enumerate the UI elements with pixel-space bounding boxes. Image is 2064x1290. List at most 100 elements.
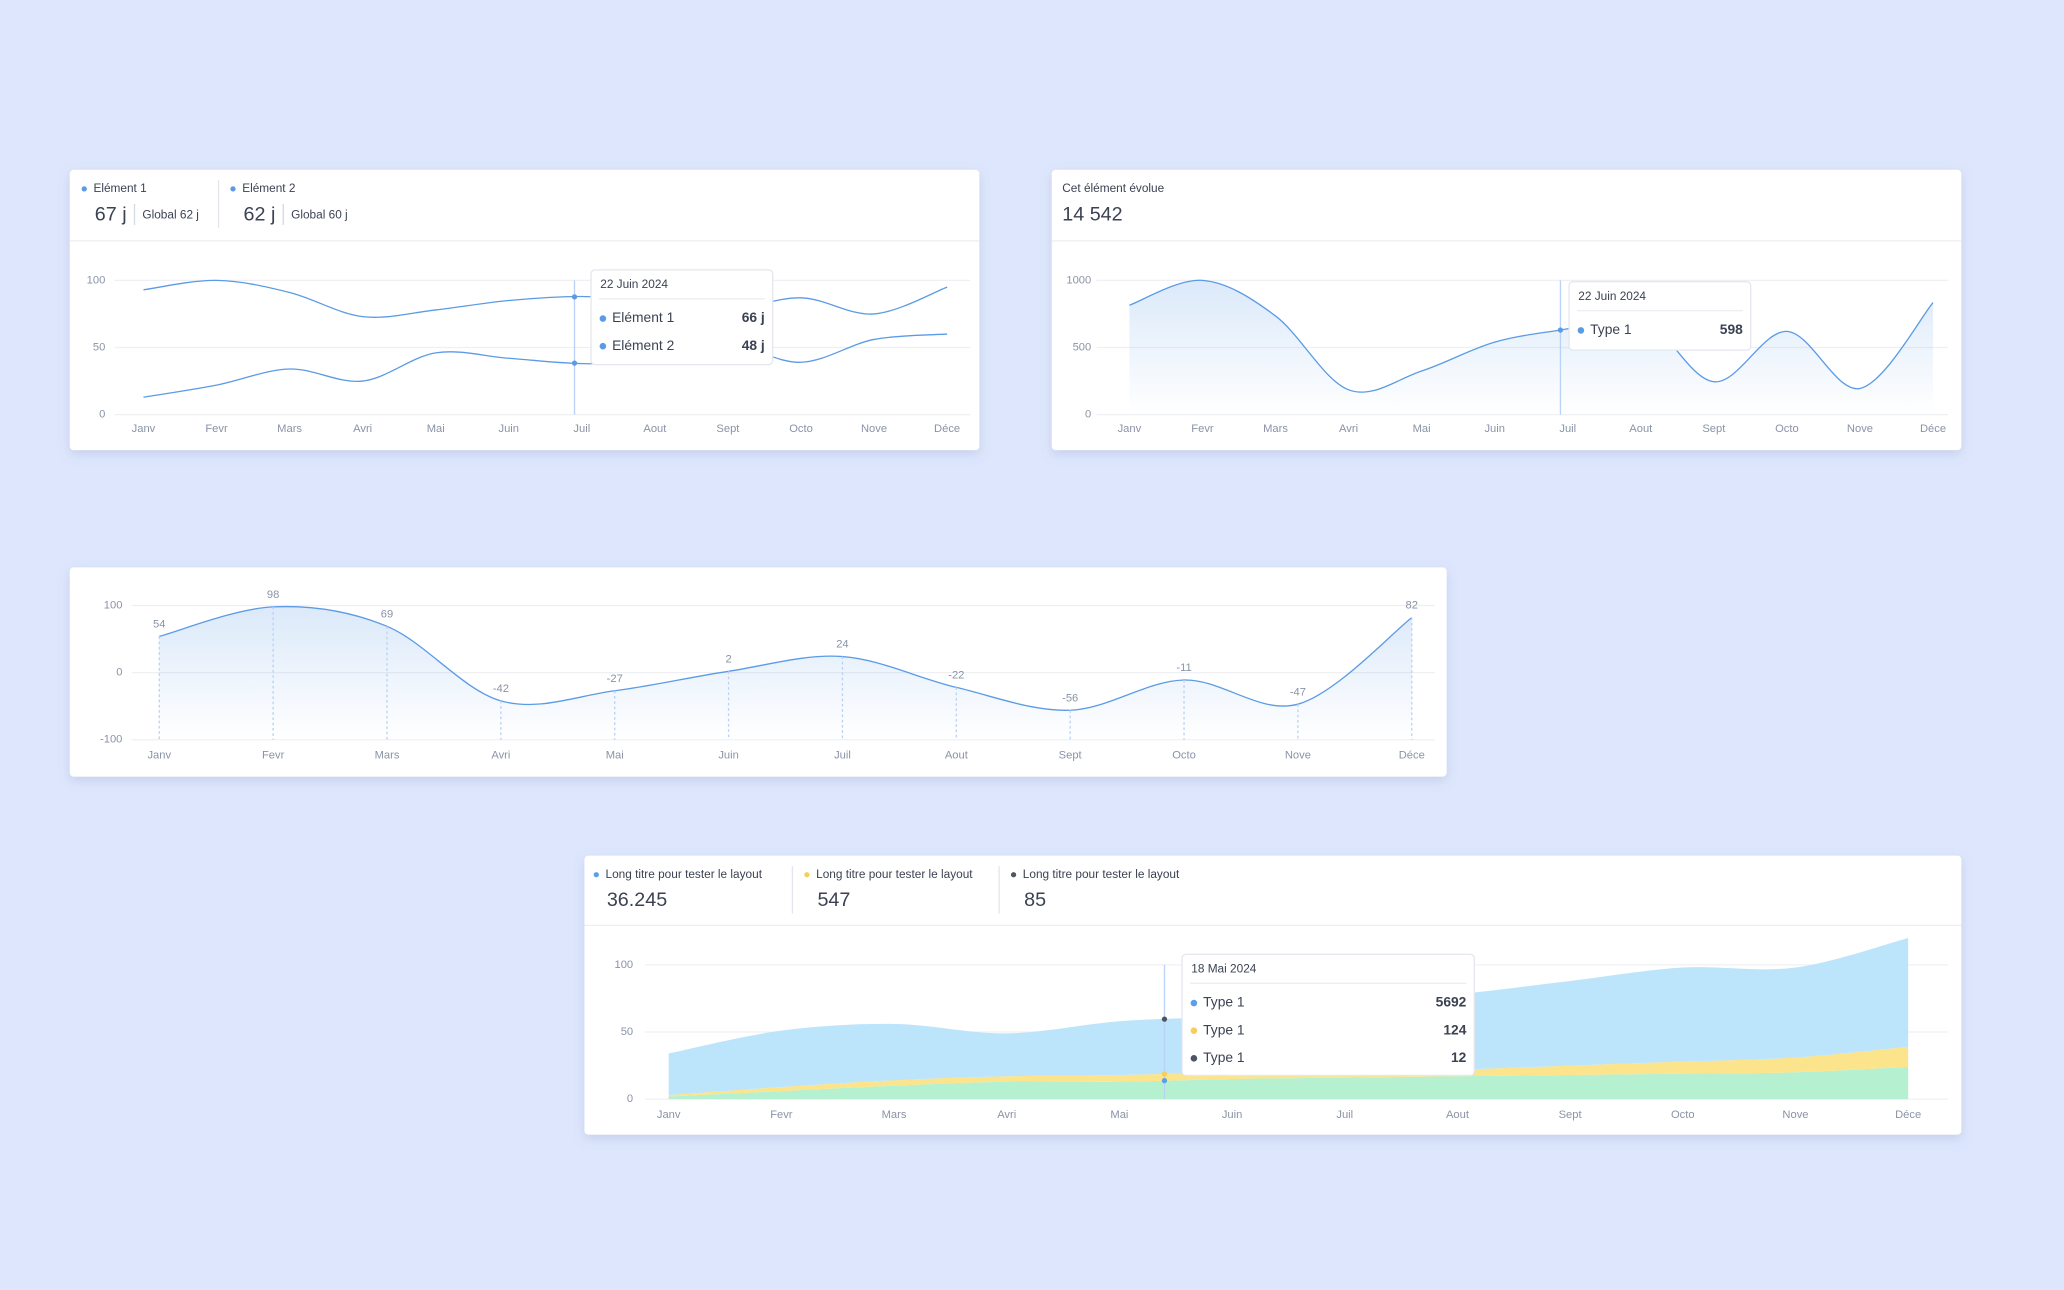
x-tick-label: Juil [573, 423, 590, 435]
data-label: 24 [836, 639, 848, 651]
x-tick-label: Mars [277, 423, 302, 435]
y-tick-label: 0 [116, 667, 122, 679]
tooltip-name: Elément 1 [612, 309, 674, 325]
tooltip-value: 5692 [1436, 994, 1467, 1010]
x-tick-label: Juin [499, 423, 520, 435]
legend-dot [593, 872, 599, 878]
area-line [1129, 279, 1934, 393]
header-label: Long titre pour tester le layout [816, 867, 973, 881]
y-tick-label: 100 [104, 599, 123, 611]
x-tick-label: Fevr [1191, 423, 1214, 435]
x-tick-label: Octo [1671, 1109, 1695, 1121]
header-value: 14 542 [1062, 203, 1122, 225]
tooltip-date: 22 Juin 2024 [1578, 289, 1646, 303]
data-label: 82 [1406, 600, 1418, 612]
tooltip-name: Type 1 [1203, 1021, 1244, 1037]
tooltip-dot [1190, 999, 1198, 1007]
x-tick-label: Avri [353, 423, 372, 435]
y-tick-label: 1000 [1066, 274, 1091, 286]
x-tick-label: Nove [861, 423, 887, 435]
x-tick-label: Juin [1222, 1109, 1243, 1121]
header-value: 67 j [95, 203, 127, 225]
header-value: 36.245 [607, 889, 667, 911]
x-tick-label: Nove [1782, 1109, 1808, 1121]
tooltip-dot [1190, 1055, 1198, 1062]
x-tick-label: Aout [945, 750, 969, 762]
legend-dot [804, 872, 810, 878]
hover-dot [1161, 1077, 1168, 1084]
legend-dot [230, 186, 236, 192]
y-tick-label: 100 [615, 959, 634, 971]
x-tick-label: Déce [1895, 1109, 1921, 1121]
x-tick-label: Avri [491, 750, 510, 762]
area-fill [159, 606, 1412, 740]
x-tick-label: Fevr [205, 423, 228, 435]
y-tick-label: 0 [627, 1093, 633, 1105]
y-tick-label: 0 [99, 409, 105, 421]
y-tick-label: 100 [87, 274, 106, 286]
x-tick-label: Sept [1059, 750, 1083, 762]
x-tick-label: Mars [375, 750, 400, 762]
y-tick-label: 50 [621, 1026, 633, 1038]
x-tick-label: Fevr [770, 1109, 793, 1121]
x-tick-label: Mars [1263, 423, 1288, 435]
tooltip-dot [1577, 327, 1585, 334]
x-tick-label: Juil [1336, 1109, 1353, 1121]
tooltip [1181, 953, 1475, 1077]
header-note: Global 60 j [291, 207, 348, 221]
x-tick-label: Sept [1702, 423, 1726, 435]
tooltip-dot [599, 342, 607, 350]
data-label: 54 [153, 618, 165, 630]
x-tick-label: Janv [147, 750, 171, 762]
x-tick-label: Octo [1172, 750, 1196, 762]
header-value: 85 [1024, 889, 1046, 911]
data-label: 2 [725, 653, 731, 665]
x-tick-label: Mai [1110, 1109, 1128, 1121]
x-tick-label: Sept [1559, 1109, 1583, 1121]
area-fill [1129, 280, 1934, 415]
x-tick-label: Aout [1446, 1109, 1470, 1121]
tooltip-value: 48 j [742, 337, 765, 353]
hover-dot [1557, 327, 1564, 333]
header-label: Elément 1 [93, 181, 146, 195]
series-line [143, 279, 948, 318]
data-label: -42 [493, 683, 509, 695]
x-tick-label: Juin [1484, 423, 1505, 435]
x-tick-label: Mai [427, 423, 445, 435]
series-line [143, 333, 948, 398]
hover-dot [571, 360, 578, 366]
area-line [159, 605, 1413, 711]
hover-dot [571, 294, 578, 300]
x-tick-label: Déce [1920, 423, 1946, 435]
header-label: Elément 2 [242, 181, 295, 195]
tooltip-dot [599, 315, 607, 322]
tooltip [590, 269, 774, 366]
tooltip-dot [1190, 1027, 1198, 1034]
y-tick-label: 500 [1073, 341, 1092, 353]
data-label: -56 [1062, 692, 1078, 704]
tooltip-value: 124 [1443, 1021, 1466, 1037]
x-tick-label: Octo [789, 423, 813, 435]
card [69, 169, 980, 451]
x-tick-label: Juin [718, 750, 739, 762]
stack-layer [668, 1066, 1909, 1100]
tooltip-name: Type 1 [1203, 1049, 1244, 1065]
data-label: -47 [1290, 686, 1306, 698]
header-value: 62 j [244, 203, 276, 225]
tooltip-date: 18 Mai 2024 [1191, 962, 1257, 976]
x-tick-label: Déce [1399, 750, 1425, 762]
x-tick-label: Nove [1285, 750, 1311, 762]
header-label: Long titre pour tester le layout [1023, 867, 1180, 881]
data-label: -22 [948, 670, 964, 682]
hover-dot [1161, 1071, 1168, 1077]
tooltip [1568, 281, 1752, 351]
data-label: -27 [607, 673, 623, 685]
x-tick-label: Janv [132, 423, 156, 435]
legend-dot [1010, 872, 1017, 878]
x-tick-label: Aout [643, 423, 667, 435]
x-tick-label: Fevr [262, 750, 285, 762]
x-tick-label: Octo [1775, 423, 1799, 435]
x-tick-label: Avri [997, 1109, 1016, 1121]
